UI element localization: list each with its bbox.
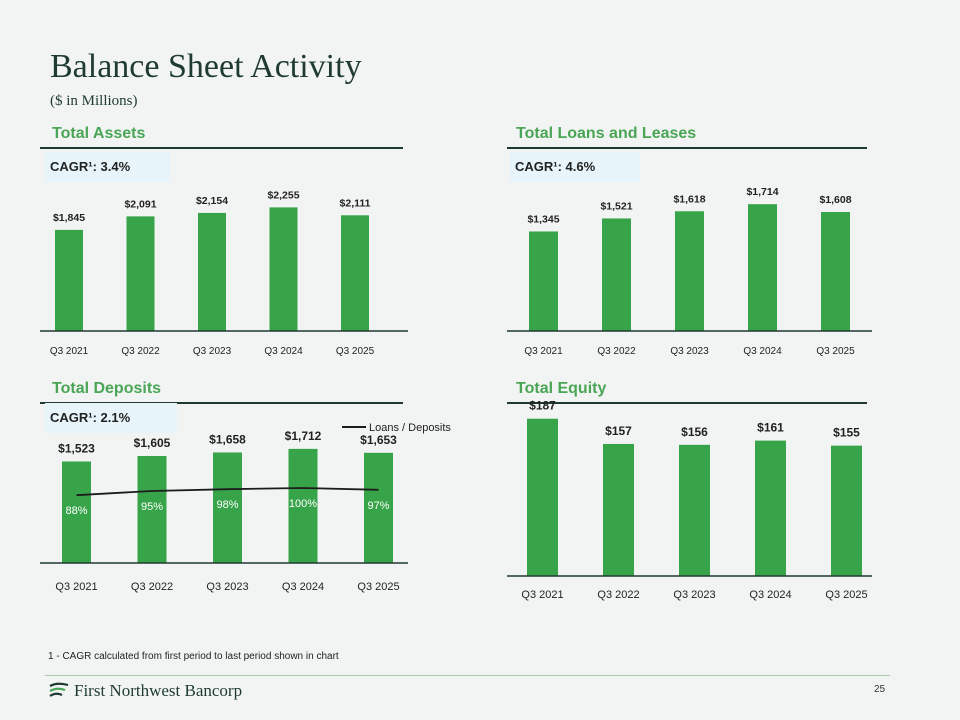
loans-tick-label: Q3 2025 xyxy=(816,346,855,357)
assets-tick-label: Q3 2022 xyxy=(121,346,160,357)
loans-tick-label: Q3 2021 xyxy=(524,346,563,357)
deposits-ratio-label: 100% xyxy=(289,498,317,510)
cagr-footnote: 1 - CAGR calculated from first period to… xyxy=(48,651,339,662)
deposits-data-label: $1,605 xyxy=(134,436,171,450)
page-number: 25 xyxy=(874,684,886,695)
deposits-bar xyxy=(137,456,167,563)
loans-data-label: $1,608 xyxy=(819,194,851,206)
equity-chart-title: Total Equity xyxy=(516,380,607,397)
deposits-bar xyxy=(213,452,242,563)
assets-bar xyxy=(55,229,83,331)
deposits-ratio-label: 97% xyxy=(367,500,389,512)
loans-data-label: $1,345 xyxy=(527,213,559,225)
assets-data-label: $2,154 xyxy=(196,195,228,207)
loans-bar-chart: $1,345 Q3 2021 $1,521 Q3 2022 $1,618 Q3 2023 $… xyxy=(507,186,872,357)
deposits-chart-title: Total Deposits xyxy=(52,380,162,397)
deposits-data-label: $1,712 xyxy=(285,429,322,443)
loans-data-label: $1,521 xyxy=(600,200,632,212)
equity-tick-label: Q3 2021 xyxy=(521,589,563,601)
company-logo: First Northwest Bancorp xyxy=(48,680,242,702)
equity-bar-chart: $187 Q3 2021 $157 Q3 2022 $156 Q3 2023 $161 Q3 … xyxy=(507,399,872,601)
equity-bar xyxy=(679,444,710,576)
equity-data-label: $157 xyxy=(605,424,632,438)
deposits-data-label: $1,658 xyxy=(209,432,246,446)
deposits-bar-chart: $1,523 Q3 2021 $1,605 Q3 2022 $1,658 Q3 2023 $… xyxy=(40,422,451,593)
loans-data-label: $1,618 xyxy=(673,193,705,205)
equity-tick-label: Q3 2023 xyxy=(673,589,715,601)
assets-data-label: $2,255 xyxy=(267,189,299,201)
deposits-ratio-line xyxy=(76,487,379,497)
equity-title-rule xyxy=(507,402,867,404)
deposits-ratio-label: 95% xyxy=(141,501,163,513)
deposits-cagr-badge: CAGR¹: 2.1% xyxy=(45,403,177,433)
assets-bar xyxy=(198,212,226,331)
equity-bar xyxy=(603,443,634,576)
assets-tick-label: Q3 2025 xyxy=(336,346,375,357)
deposits-tick-label: Q3 2021 xyxy=(55,581,97,593)
deposits-title-rule xyxy=(40,402,403,404)
assets-chart-title: Total Assets xyxy=(52,125,146,142)
equity-tick-label: Q3 2022 xyxy=(597,589,639,601)
equity-data-label: $155 xyxy=(833,426,860,440)
deposits-ratio-label: 88% xyxy=(65,505,87,517)
equity-tick-label: Q3 2025 xyxy=(825,589,867,601)
loans-bar xyxy=(529,231,558,331)
deposits-tick-label: Q3 2025 xyxy=(357,581,399,593)
logo-icon xyxy=(49,682,69,697)
assets-bar xyxy=(341,215,369,331)
equity-data-label: $156 xyxy=(681,425,708,439)
loans-tick-label: Q3 2023 xyxy=(670,346,709,357)
loans-bar xyxy=(821,212,850,331)
equity-bar xyxy=(527,418,558,576)
equity-bar xyxy=(831,445,862,576)
assets-title-rule xyxy=(40,147,403,149)
deposits-data-label: $1,523 xyxy=(58,441,95,455)
page-subtitle: ($ in Millions) xyxy=(50,93,138,109)
loans-data-label: $1,714 xyxy=(746,186,778,198)
footer-rule xyxy=(45,675,890,676)
assets-data-label: $2,111 xyxy=(340,197,371,209)
deposits-bar xyxy=(288,448,318,563)
assets-bar xyxy=(126,216,155,331)
deposits-tick-label: Q3 2023 xyxy=(206,581,248,593)
loans-bar xyxy=(602,218,631,331)
loans-tick-label: Q3 2024 xyxy=(743,346,782,357)
loans-tick-label: Q3 2022 xyxy=(597,346,636,357)
loans-title-rule xyxy=(507,147,867,149)
page-title: Balance Sheet Activity xyxy=(50,48,362,85)
assets-data-label: $2,091 xyxy=(124,198,156,210)
loans-chart-title: Total Loans and Leases xyxy=(516,125,697,142)
deposits-bar xyxy=(364,452,393,563)
equity-tick-label: Q3 2024 xyxy=(749,589,791,601)
assets-bar xyxy=(269,207,298,331)
assets-bar-chart: $1,845 Q3 2021 $2,091 Q3 2022 $2,154 Q3 2023 $… xyxy=(40,189,408,357)
assets-cagr-badge: CAGR¹: 3.4% xyxy=(45,152,170,182)
deposits-ratio-label: 98% xyxy=(216,499,238,511)
deposits-tick-label: Q3 2024 xyxy=(282,581,324,593)
loans-cagr-badge: CAGR¹: 4.6% xyxy=(510,152,640,182)
equity-bar xyxy=(755,440,786,576)
deposits-data-label: $1,653 xyxy=(360,433,397,447)
assets-tick-label: Q3 2021 xyxy=(50,346,89,357)
assets-tick-label: Q3 2024 xyxy=(264,346,303,357)
equity-data-label: $187 xyxy=(529,399,556,413)
deposits-tick-label: Q3 2022 xyxy=(131,581,173,593)
loans-bar xyxy=(748,204,777,331)
loans-bar xyxy=(675,211,704,331)
logo-text: First Northwest Bancorp xyxy=(74,681,243,700)
deposits-bar xyxy=(62,461,91,563)
deposits-legend-label: Loans / Deposits xyxy=(369,422,451,434)
assets-data-label: $1,845 xyxy=(53,212,85,224)
assets-tick-label: Q3 2023 xyxy=(193,346,232,357)
equity-data-label: $161 xyxy=(757,421,784,435)
